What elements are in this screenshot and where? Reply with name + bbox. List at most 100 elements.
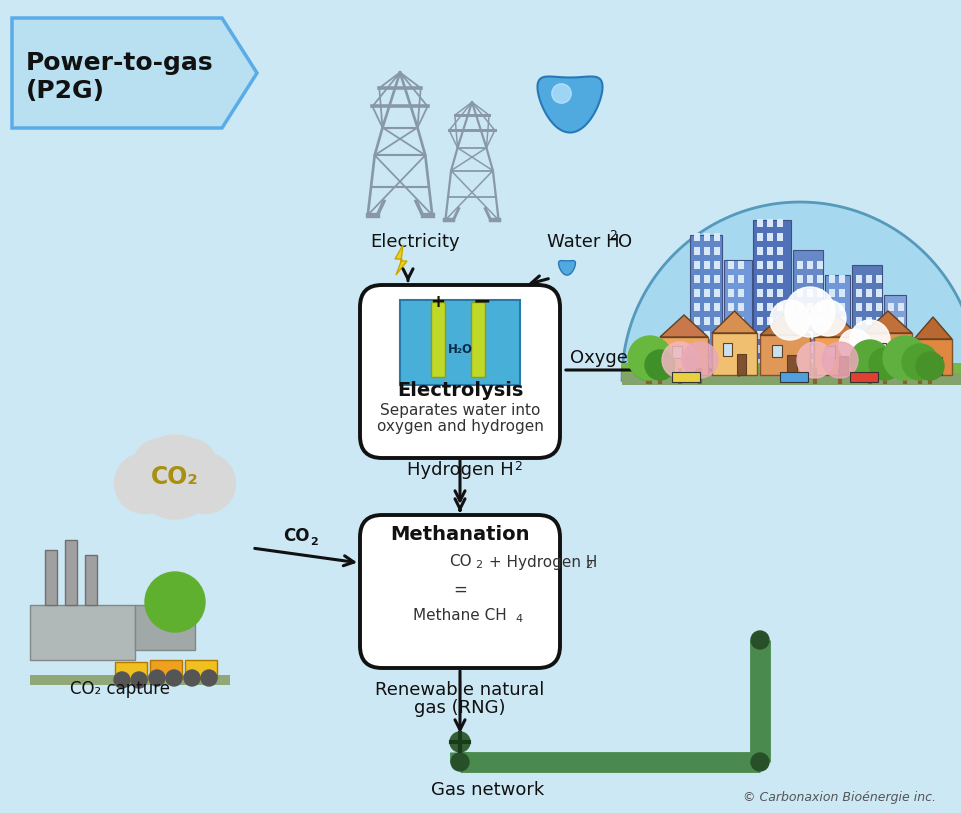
Bar bbox=[672, 346, 681, 358]
Bar bbox=[776, 247, 782, 255]
Polygon shape bbox=[759, 313, 809, 335]
Bar bbox=[875, 289, 881, 297]
Bar bbox=[622, 373, 961, 385]
Circle shape bbox=[751, 631, 768, 649]
Circle shape bbox=[175, 453, 235, 514]
Circle shape bbox=[751, 753, 768, 771]
Circle shape bbox=[628, 336, 672, 380]
Bar bbox=[693, 331, 700, 339]
Bar bbox=[759, 335, 809, 375]
Circle shape bbox=[133, 439, 185, 491]
Bar bbox=[838, 289, 844, 297]
Circle shape bbox=[166, 670, 182, 686]
Bar bbox=[816, 289, 823, 297]
Circle shape bbox=[644, 350, 675, 380]
Bar bbox=[806, 303, 812, 311]
FancyBboxPatch shape bbox=[359, 285, 559, 458]
Text: © Carbonaxion Bioénergie inc.: © Carbonaxion Bioénergie inc. bbox=[743, 792, 935, 805]
Bar bbox=[756, 289, 762, 297]
Bar bbox=[756, 247, 762, 255]
Bar bbox=[713, 317, 719, 325]
Text: Oxygen O: Oxygen O bbox=[570, 349, 658, 367]
Text: O: O bbox=[617, 233, 631, 251]
Bar bbox=[727, 359, 733, 367]
Bar bbox=[806, 275, 812, 283]
Bar bbox=[752, 220, 790, 375]
Bar bbox=[659, 337, 707, 375]
Bar bbox=[766, 275, 773, 283]
Circle shape bbox=[821, 342, 857, 378]
Bar bbox=[30, 675, 230, 685]
Bar bbox=[723, 344, 731, 356]
Bar bbox=[796, 261, 802, 269]
Bar bbox=[737, 331, 743, 339]
Bar bbox=[806, 317, 812, 325]
PathPatch shape bbox=[537, 76, 602, 133]
Circle shape bbox=[882, 336, 926, 380]
Bar bbox=[875, 344, 885, 356]
Bar bbox=[185, 660, 217, 678]
Bar bbox=[737, 289, 743, 297]
Bar bbox=[772, 345, 781, 357]
Circle shape bbox=[149, 670, 165, 686]
Bar bbox=[816, 317, 823, 325]
Bar bbox=[875, 303, 881, 311]
Bar bbox=[693, 345, 700, 353]
Text: + Hydrogen H: + Hydrogen H bbox=[483, 554, 597, 569]
Bar bbox=[796, 317, 802, 325]
Bar bbox=[713, 247, 719, 255]
Bar bbox=[756, 317, 762, 325]
Bar bbox=[838, 345, 844, 353]
Bar bbox=[737, 345, 743, 353]
Bar bbox=[756, 261, 762, 269]
Bar bbox=[816, 359, 823, 367]
Bar bbox=[855, 359, 861, 367]
Bar bbox=[737, 303, 743, 311]
Bar bbox=[865, 331, 871, 339]
Bar bbox=[115, 662, 147, 680]
Bar bbox=[756, 345, 762, 353]
Bar bbox=[855, 317, 861, 325]
Bar bbox=[737, 261, 743, 269]
Bar bbox=[766, 331, 773, 339]
Bar bbox=[855, 289, 861, 297]
Bar bbox=[855, 303, 861, 311]
Bar bbox=[865, 275, 871, 283]
Text: CO: CO bbox=[283, 527, 308, 545]
Text: Gas network: Gas network bbox=[431, 781, 544, 799]
Circle shape bbox=[681, 342, 717, 378]
Bar bbox=[693, 247, 700, 255]
Bar bbox=[737, 275, 743, 283]
Text: oxygen and hydrogen: oxygen and hydrogen bbox=[376, 419, 543, 433]
Bar bbox=[806, 345, 812, 353]
Bar bbox=[776, 359, 782, 367]
Text: CO: CO bbox=[448, 554, 471, 569]
Bar bbox=[703, 275, 709, 283]
Bar bbox=[838, 303, 844, 311]
Bar bbox=[727, 261, 733, 269]
Bar bbox=[875, 345, 881, 353]
Bar bbox=[766, 219, 773, 227]
Text: Electrolysis: Electrolysis bbox=[396, 380, 523, 399]
Bar bbox=[703, 317, 709, 325]
Text: H₂O: H₂O bbox=[447, 343, 472, 356]
Text: 2: 2 bbox=[584, 560, 592, 570]
Bar bbox=[693, 317, 700, 325]
Circle shape bbox=[131, 672, 147, 688]
Bar bbox=[703, 359, 709, 367]
Bar bbox=[828, 317, 834, 325]
Bar bbox=[693, 233, 700, 241]
Circle shape bbox=[850, 340, 889, 380]
Bar bbox=[45, 550, 57, 605]
Circle shape bbox=[796, 342, 832, 378]
Bar bbox=[890, 354, 899, 375]
Polygon shape bbox=[12, 18, 257, 128]
Text: 2: 2 bbox=[608, 229, 616, 242]
Bar bbox=[875, 317, 881, 325]
Bar bbox=[703, 289, 709, 297]
Bar bbox=[855, 275, 861, 283]
Bar bbox=[727, 331, 733, 339]
Bar bbox=[828, 303, 834, 311]
Bar bbox=[776, 289, 782, 297]
Bar bbox=[897, 317, 903, 325]
